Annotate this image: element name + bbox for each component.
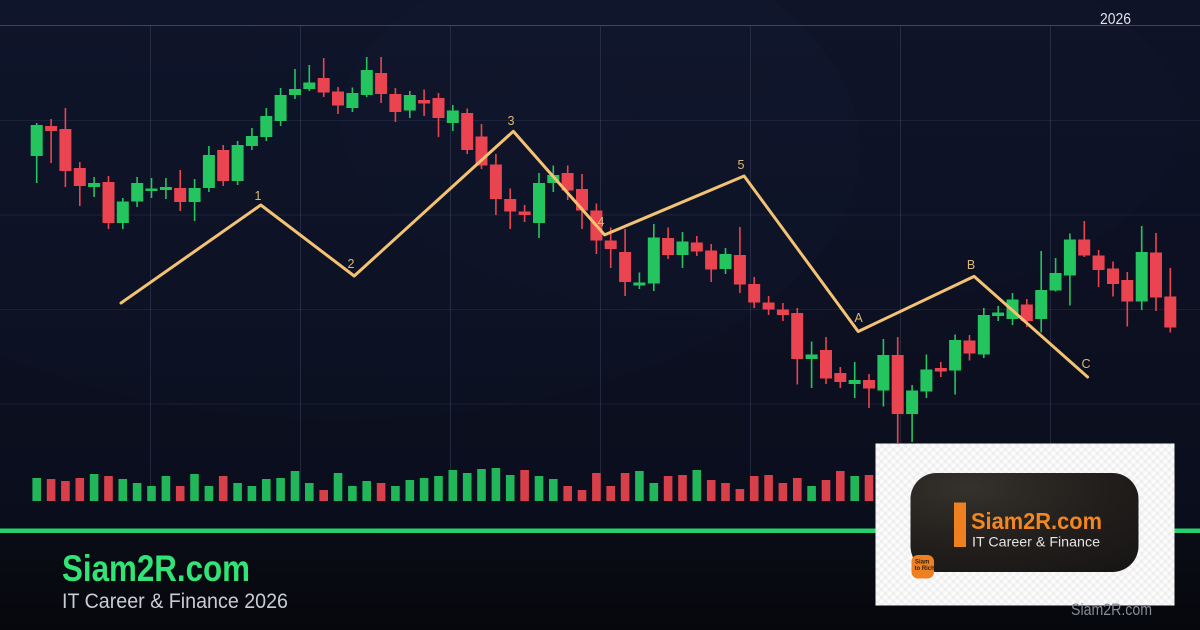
svg-text:C: C (1081, 357, 1090, 371)
svg-text:4: 4 (598, 215, 605, 229)
svg-text:B: B (967, 258, 975, 272)
svg-text:2: 2 (348, 257, 355, 271)
svg-text:5: 5 (738, 158, 745, 172)
svg-text:IT Career & Finance 2026: IT Career & Finance 2026 (62, 589, 288, 613)
svg-text:Siam2R.com: Siam2R.com (971, 508, 1102, 534)
svg-text:Siam2R.com: Siam2R.com (62, 548, 250, 589)
svg-text:1: 1 (255, 189, 262, 203)
svg-text:3: 3 (508, 114, 515, 128)
svg-text:Siam: Siam (915, 560, 929, 566)
svg-text:to Rich: to Rich (915, 566, 936, 572)
svg-text:IT Career & Finance: IT Career & Finance (972, 534, 1100, 550)
svg-text:A: A (854, 311, 863, 325)
svg-text:Siam2R.com: Siam2R.com (1071, 600, 1152, 619)
svg-text:2026: 2026 (1100, 11, 1131, 28)
